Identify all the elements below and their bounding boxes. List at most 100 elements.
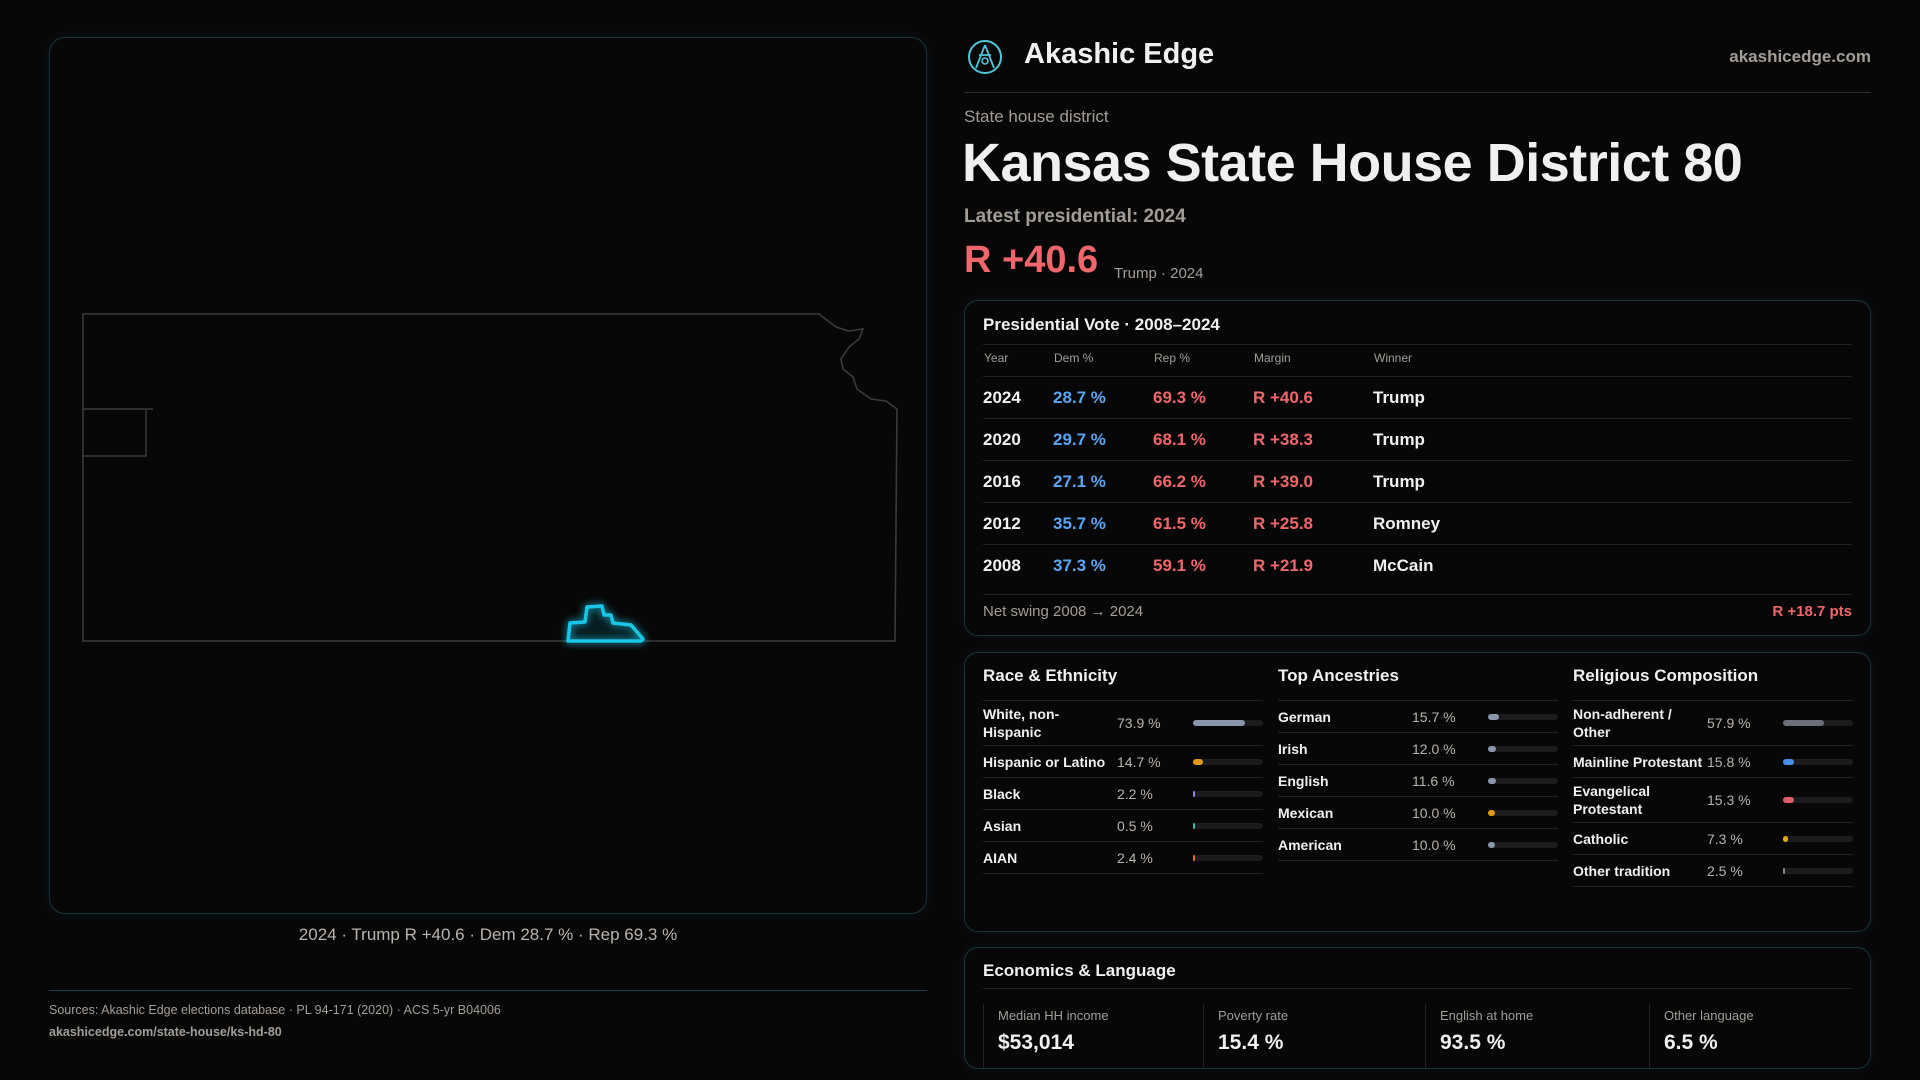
- logo-icon: [966, 38, 1004, 76]
- share-bar-fill: [1783, 720, 1824, 726]
- econ-label: English at home: [1440, 1008, 1534, 1023]
- row-value: 14.7 %: [1117, 753, 1161, 770]
- row-value: 10.0 %: [1412, 836, 1456, 853]
- race-title: Race & Ethnicity: [983, 666, 1118, 685]
- table-row: 2020 29.7 % 68.1 % R +38.3 Trump: [983, 418, 1852, 460]
- share-bar-fill: [1488, 809, 1495, 816]
- net-swing-label: Net swing 2008 → 2024: [983, 603, 1144, 620]
- row-label: Evangelical Protestant: [1573, 783, 1651, 817]
- share-bar-fill: [1783, 867, 1786, 874]
- cell-year: 2016: [983, 472, 1021, 491]
- row-value: 2.4 %: [1117, 849, 1153, 866]
- row-value: 73.9 %: [1117, 715, 1161, 731]
- cell-margin: R +39.0: [1253, 472, 1314, 491]
- share-bar: [1488, 713, 1558, 720]
- latest-presidential-label: Latest presidential: 2024: [964, 206, 1186, 227]
- table-row: 2016 27.1 % 66.2 % R +39.0 Trump: [983, 460, 1852, 502]
- econ-label: Poverty rate: [1218, 1008, 1289, 1023]
- ancestry-row: English 11.6 %: [1278, 765, 1558, 797]
- row-value: 2.5 %: [1707, 862, 1743, 879]
- race-row: Hispanic or Latino 14.7 %: [983, 746, 1263, 778]
- cell-winner: McCain: [1373, 556, 1434, 575]
- share-bar-fill: [1783, 758, 1795, 765]
- col-year: Year: [984, 351, 1009, 365]
- cell-rep: 66.2 %: [1153, 472, 1206, 491]
- religion-row: Catholic 7.3 %: [1573, 823, 1853, 855]
- row-label: Asian: [983, 817, 1022, 834]
- share-bar-fill: [1193, 720, 1245, 726]
- share-bar: [1193, 854, 1263, 861]
- brand-domain-link[interactable]: akashicedge.com: [1729, 47, 1871, 66]
- presidential-vote-card: Presidential Vote · 2008–2024 Year Dem %…: [964, 300, 1871, 636]
- economics-card: Economics & Language Median HH income $53…: [964, 947, 1871, 1069]
- share-bar: [1783, 797, 1853, 803]
- share-bar: [1783, 835, 1853, 842]
- share-bar-fill: [1193, 790, 1196, 797]
- row-value: 0.5 %: [1117, 817, 1153, 834]
- religion-section: Religious Composition Non-adherent / Othe…: [1573, 653, 1853, 933]
- page-url-link[interactable]: akashicedge.com/state-house/ks-hd-80: [49, 1025, 282, 1039]
- ancestry-row: Mexican 10.0 %: [1278, 797, 1558, 829]
- cell-rep: 69.3 %: [1153, 388, 1206, 407]
- map-panel[interactable]: [49, 37, 927, 914]
- row-label: Non-adherent / Other: [1573, 706, 1672, 740]
- religion-row: Non-adherent / Other 57.9 %: [1573, 701, 1853, 746]
- row-label: Black: [983, 785, 1021, 802]
- cell-margin: R +21.9: [1253, 556, 1314, 575]
- econ-label: Other language: [1664, 1008, 1754, 1023]
- econ-value: 6.5 %: [1664, 1031, 1718, 1054]
- page-title: Kansas State House District 80: [962, 133, 1743, 193]
- row-label: Mainline Protestant: [1573, 753, 1703, 770]
- cell-winner: Trump: [1373, 472, 1425, 491]
- kansas-map[interactable]: [50, 38, 928, 915]
- share-bar-fill: [1193, 854, 1196, 861]
- econ-poverty-rate: Poverty rate 15.4 %: [1203, 1004, 1288, 1068]
- share-bar: [1193, 790, 1263, 797]
- cell-rep: 61.5 %: [1153, 514, 1206, 533]
- row-value: 15.8 %: [1707, 753, 1751, 770]
- ancestry-section: Top Ancestries German 15.7 % Irish 12.0 % Eng…: [1278, 653, 1558, 933]
- share-bar: [1193, 758, 1263, 765]
- share-bar: [1783, 720, 1853, 726]
- share-bar-fill: [1488, 713, 1499, 720]
- ancestry-row: German 15.7 %: [1278, 701, 1558, 733]
- religion-title: Religious Composition: [1573, 666, 1759, 685]
- race-row: Asian 0.5 %: [983, 810, 1263, 842]
- econ-label: Median HH income: [998, 1008, 1109, 1023]
- row-value: 15.3 %: [1707, 792, 1751, 808]
- cell-winner: Trump: [1373, 388, 1425, 407]
- cell-winner: Trump: [1373, 430, 1425, 449]
- ancestry-title: Top Ancestries: [1278, 666, 1399, 685]
- share-bar-fill: [1488, 777, 1497, 784]
- econ-other-language: Other language 6.5 %: [1649, 1004, 1754, 1068]
- econ-english-home: English at home 93.5 %: [1425, 1004, 1533, 1068]
- cell-dem: 37.3 %: [1053, 556, 1106, 575]
- net-swing-value: R +18.7 pts: [1772, 603, 1852, 620]
- ancestry-row: Irish 12.0 %: [1278, 733, 1558, 765]
- col-dem: Dem %: [1054, 351, 1094, 365]
- row-value: 7.3 %: [1707, 830, 1743, 847]
- cell-dem: 27.1 %: [1053, 472, 1106, 491]
- share-bar: [1488, 809, 1558, 816]
- row-label: Irish: [1278, 740, 1308, 757]
- cell-margin: R +40.6: [1253, 388, 1314, 407]
- row-value: 15.7 %: [1412, 708, 1456, 725]
- table-row: 2008 37.3 % 59.1 % R +21.9 McCain: [983, 544, 1852, 586]
- row-label: AIAN: [983, 849, 1018, 866]
- cell-rep: 59.1 %: [1153, 556, 1206, 575]
- map-caption: 2024 · Trump R +40.6 · Dem 28.7 % · Rep …: [298, 925, 678, 944]
- share-bar: [1488, 745, 1558, 752]
- race-row: Black 2.2 %: [983, 778, 1263, 810]
- county-outline: [83, 408, 153, 457]
- table-row: 2012 35.7 % 61.5 % R +25.8 Romney: [983, 502, 1852, 544]
- cell-dem: 28.7 %: [1053, 388, 1106, 407]
- share-bar-fill: [1488, 745, 1497, 752]
- row-value: 12.0 %: [1412, 740, 1456, 757]
- row-label: Catholic: [1573, 830, 1629, 847]
- cell-year: 2012: [983, 514, 1021, 533]
- cell-rep: 68.1 %: [1153, 430, 1206, 449]
- col-winner: Winner: [1374, 351, 1413, 365]
- econ-value: 15.4 %: [1218, 1031, 1284, 1054]
- row-value: 10.0 %: [1412, 804, 1456, 821]
- share-bar-fill: [1193, 758, 1204, 765]
